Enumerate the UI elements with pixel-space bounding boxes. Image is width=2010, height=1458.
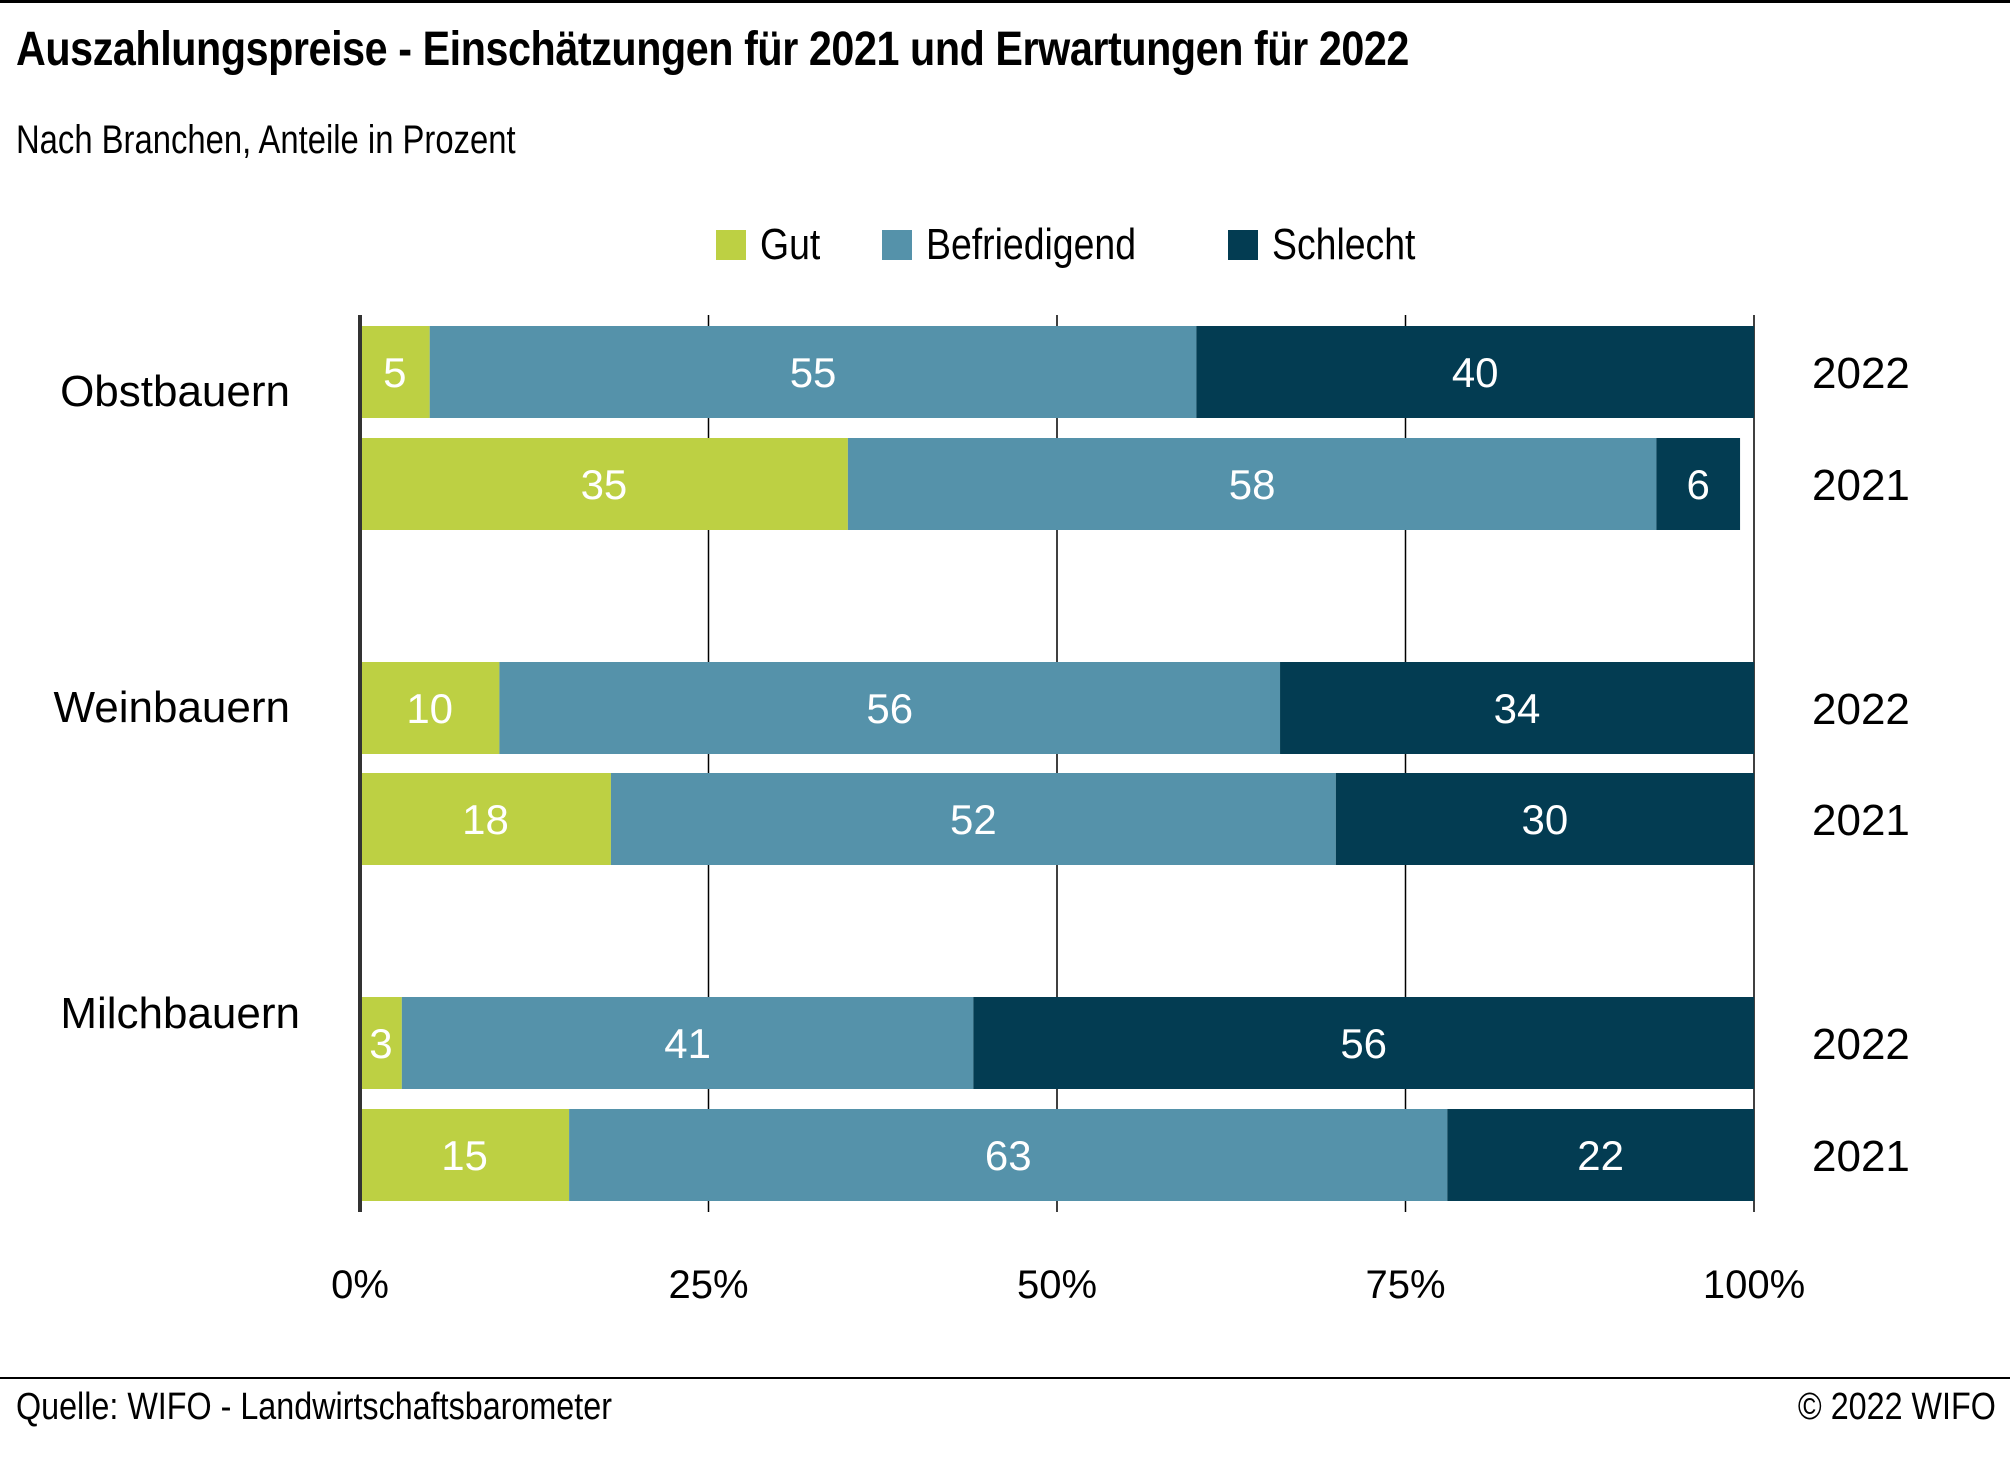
data-label: 22 [1577, 1132, 1624, 1179]
bar-segment-befriedigend [569, 1109, 1448, 1201]
bars [360, 326, 1754, 1201]
x-tick-label: 100% [1703, 1263, 1805, 1307]
data-label: 3 [369, 1020, 392, 1067]
data-label: 35 [581, 461, 628, 508]
data-label: 58 [1229, 461, 1276, 508]
legend-label-befriedigend: Befriedigend [926, 220, 1137, 269]
legend-swatch-befriedigend [882, 230, 912, 260]
bar-segment-befriedigend [610, 773, 1336, 865]
data-label: 56 [1340, 1020, 1387, 1067]
top-rule [0, 0, 2010, 3]
data-label: 6 [1687, 461, 1710, 508]
year-label: 2021 [1812, 461, 1910, 510]
x-tick-label: 25% [668, 1263, 748, 1307]
data-label: 34 [1494, 685, 1541, 732]
bar-segment-gut [360, 438, 848, 530]
legend: Gut Befriedigend Schlecht [0, 215, 2010, 275]
data-label: 63 [985, 1132, 1032, 1179]
bar-segment-gut [360, 1109, 570, 1201]
bar-segment-gut [360, 662, 500, 754]
data-label: 55 [790, 349, 837, 396]
bar-segment-schlecht [1280, 662, 1754, 754]
data-label: 52 [950, 796, 997, 843]
bar-segment-befriedigend [429, 326, 1197, 418]
data-label: 5 [383, 349, 406, 396]
data-label: 41 [664, 1020, 711, 1067]
legend-label-schlecht: Schlecht [1272, 220, 1416, 269]
year-label: 2022 [1812, 685, 1910, 734]
legend-label-gut: Gut [760, 220, 821, 269]
data-label: 30 [1522, 796, 1569, 843]
year-label: 2021 [1812, 796, 1910, 845]
bar-segment-gut [360, 773, 611, 865]
bar-segment-gut [360, 326, 430, 418]
category-label: Weinbauern [54, 683, 290, 732]
legend-item-befriedigend: Befriedigend [882, 215, 1173, 275]
bar-segment-schlecht [1335, 773, 1754, 865]
data-label: 40 [1452, 349, 1499, 396]
data-label: 15 [441, 1132, 488, 1179]
bar-segment-schlecht [1196, 326, 1754, 418]
bar-segment-schlecht [1447, 1109, 1754, 1201]
year-label: 2022 [1812, 349, 1910, 398]
footer-rule [0, 1377, 2010, 1379]
category-label: Obstbauern [60, 367, 290, 416]
bar-segment-befriedigend [401, 997, 974, 1089]
year-label: 2022 [1812, 1020, 1910, 1069]
data-label: 10 [406, 685, 453, 732]
data-label: 56 [866, 685, 913, 732]
year-label: 2021 [1812, 1132, 1910, 1181]
x-tick-label: 0% [331, 1263, 389, 1307]
bar-segment-befriedigend [499, 662, 1281, 754]
bar-segment-gut [360, 997, 402, 1089]
legend-item-gut: Gut [716, 215, 831, 275]
legend-swatch-schlecht [1228, 230, 1258, 260]
data-label: 18 [462, 796, 509, 843]
chart-title: Auszahlungspreise - Einschätzungen für 2… [16, 23, 1409, 76]
source-note: Quelle: WIFO - Landwirtschaftsbarometer [16, 1386, 612, 1428]
copyright-note: © 2022 WIFO [1798, 1386, 1996, 1428]
legend-swatch-gut [716, 230, 746, 260]
legend-item-schlecht: Schlecht [1228, 215, 1441, 275]
category-label: Milchbauern [60, 989, 300, 1038]
bar-segment-befriedigend [847, 438, 1657, 530]
bar-segment-schlecht [973, 997, 1754, 1089]
chart-subtitle: Nach Branchen, Anteile in Prozent [16, 118, 516, 162]
x-tick-label: 50% [1017, 1263, 1097, 1307]
bar-segment-schlecht [1656, 438, 1741, 530]
x-tick-label: 75% [1365, 1263, 1445, 1307]
